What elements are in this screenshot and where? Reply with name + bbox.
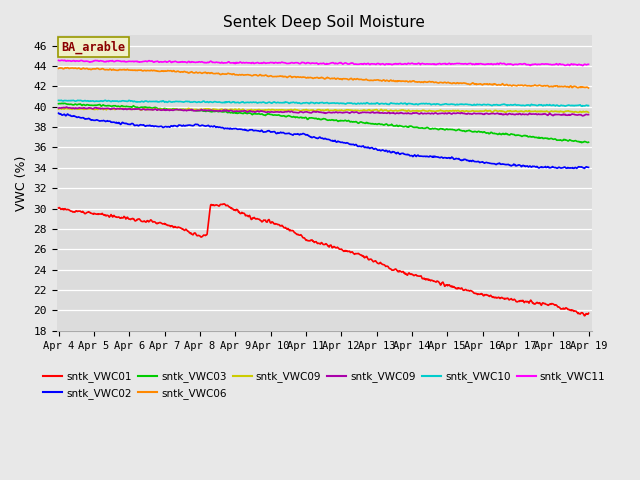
Text: BA_arable: BA_arable — [61, 41, 125, 54]
Y-axis label: VWC (%): VWC (%) — [15, 156, 28, 211]
Legend: sntk_VWC01, sntk_VWC02, sntk_VWC03, sntk_VWC06, sntk_VWC09, sntk_VWC09, sntk_VWC: sntk_VWC01, sntk_VWC02, sntk_VWC03, sntk… — [44, 372, 605, 398]
Title: Sentek Deep Soil Moisture: Sentek Deep Soil Moisture — [223, 15, 426, 30]
